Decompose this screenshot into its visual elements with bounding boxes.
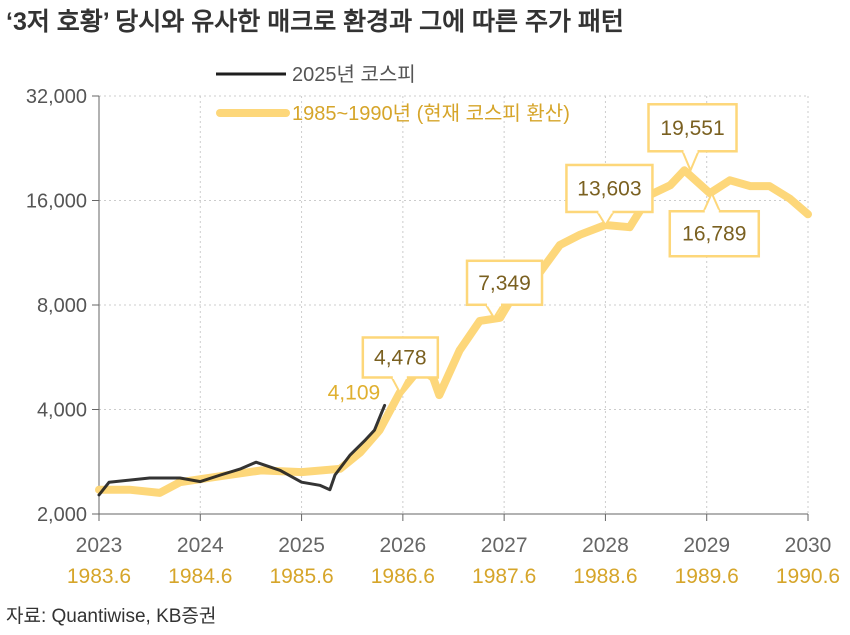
x-tick-label: 2030 xyxy=(785,534,832,557)
annotation-box xyxy=(647,103,738,153)
annotation-label: 13,603 xyxy=(577,177,641,200)
legend-label-1985: 1985~1990년 (현재 코스피 환산) xyxy=(292,102,570,125)
series-line-1985 xyxy=(95,166,812,497)
chart-title: ‘3저 호황’ 당시와 유사한 매크로 환경과 그에 따른 주가 패턴 xyxy=(6,8,624,36)
x-tick-label-secondary: 1986.6 xyxy=(371,565,435,588)
annotation-pointer xyxy=(390,377,409,395)
x-tick-label: 2027 xyxy=(481,534,528,557)
annotations: 4,109 4,478 7,349 13,603 19,551 16,789 xyxy=(328,103,761,404)
annotation-box xyxy=(565,163,654,214)
annotation-box xyxy=(465,259,544,307)
x-tick-label-secondary: 1985.6 xyxy=(269,565,333,588)
annotation-label: 4,478 xyxy=(374,346,427,369)
axes: 2,000 4,000 8,000 16,000 32,000 2023 1983.6 202… xyxy=(26,86,840,588)
x-tick-label: 2025 xyxy=(278,534,325,557)
x-tick-label-secondary: 1983.6 xyxy=(67,565,131,588)
y-tick-label: 8,000 xyxy=(37,295,87,317)
x-tick-label: 2028 xyxy=(582,534,629,557)
y-tick-label: 4,000 xyxy=(37,400,87,422)
annotation-pointer xyxy=(681,150,700,173)
x-tick-label: 2026 xyxy=(379,534,426,557)
annotation-label: 7,349 xyxy=(478,272,531,295)
series-lines xyxy=(95,166,812,497)
x-tick-label-secondary: 1988.6 xyxy=(573,565,637,588)
annotation-callout: 7,349 xyxy=(465,259,544,320)
series-line-2025 xyxy=(97,403,387,497)
legend: 2025년 코스피 1985~1990년 (현재 코스피 환산) xyxy=(216,63,570,125)
annotation-pointer xyxy=(485,304,503,320)
source-note: 자료: Quantiwise, KB증권 xyxy=(6,605,216,627)
annotation-box xyxy=(361,336,440,379)
y-tick-label: 16,000 xyxy=(26,191,87,213)
legend-label-2025: 2025년 코스피 xyxy=(292,63,416,86)
annotation-callout: 16,789 xyxy=(668,190,761,258)
annotation-callout: 19,551 xyxy=(647,103,738,173)
x-tick-label: 2029 xyxy=(683,534,730,557)
y-tick-label: 2,000 xyxy=(37,504,87,526)
annotation-label: 16,789 xyxy=(682,223,746,246)
annotation-callout: 4,478 xyxy=(361,336,440,395)
x-tick-label-secondary: 1987.6 xyxy=(472,565,536,588)
x-tick-label: 2023 xyxy=(76,534,123,557)
annotation-label: 19,551 xyxy=(660,117,724,140)
y-tick-label: 32,000 xyxy=(26,86,87,108)
annotation-pointer xyxy=(596,211,615,227)
annotation-callout: 13,603 xyxy=(565,163,654,227)
x-tick-label-secondary: 1990.6 xyxy=(776,565,840,588)
x-tick-label: 2024 xyxy=(177,534,224,557)
x-tick-label-secondary: 1989.6 xyxy=(675,565,739,588)
annotation-label: 4,109 xyxy=(328,381,381,404)
annotation-pointer xyxy=(702,190,721,212)
x-tick-label-secondary: 1984.6 xyxy=(168,565,232,588)
grid xyxy=(99,95,809,514)
